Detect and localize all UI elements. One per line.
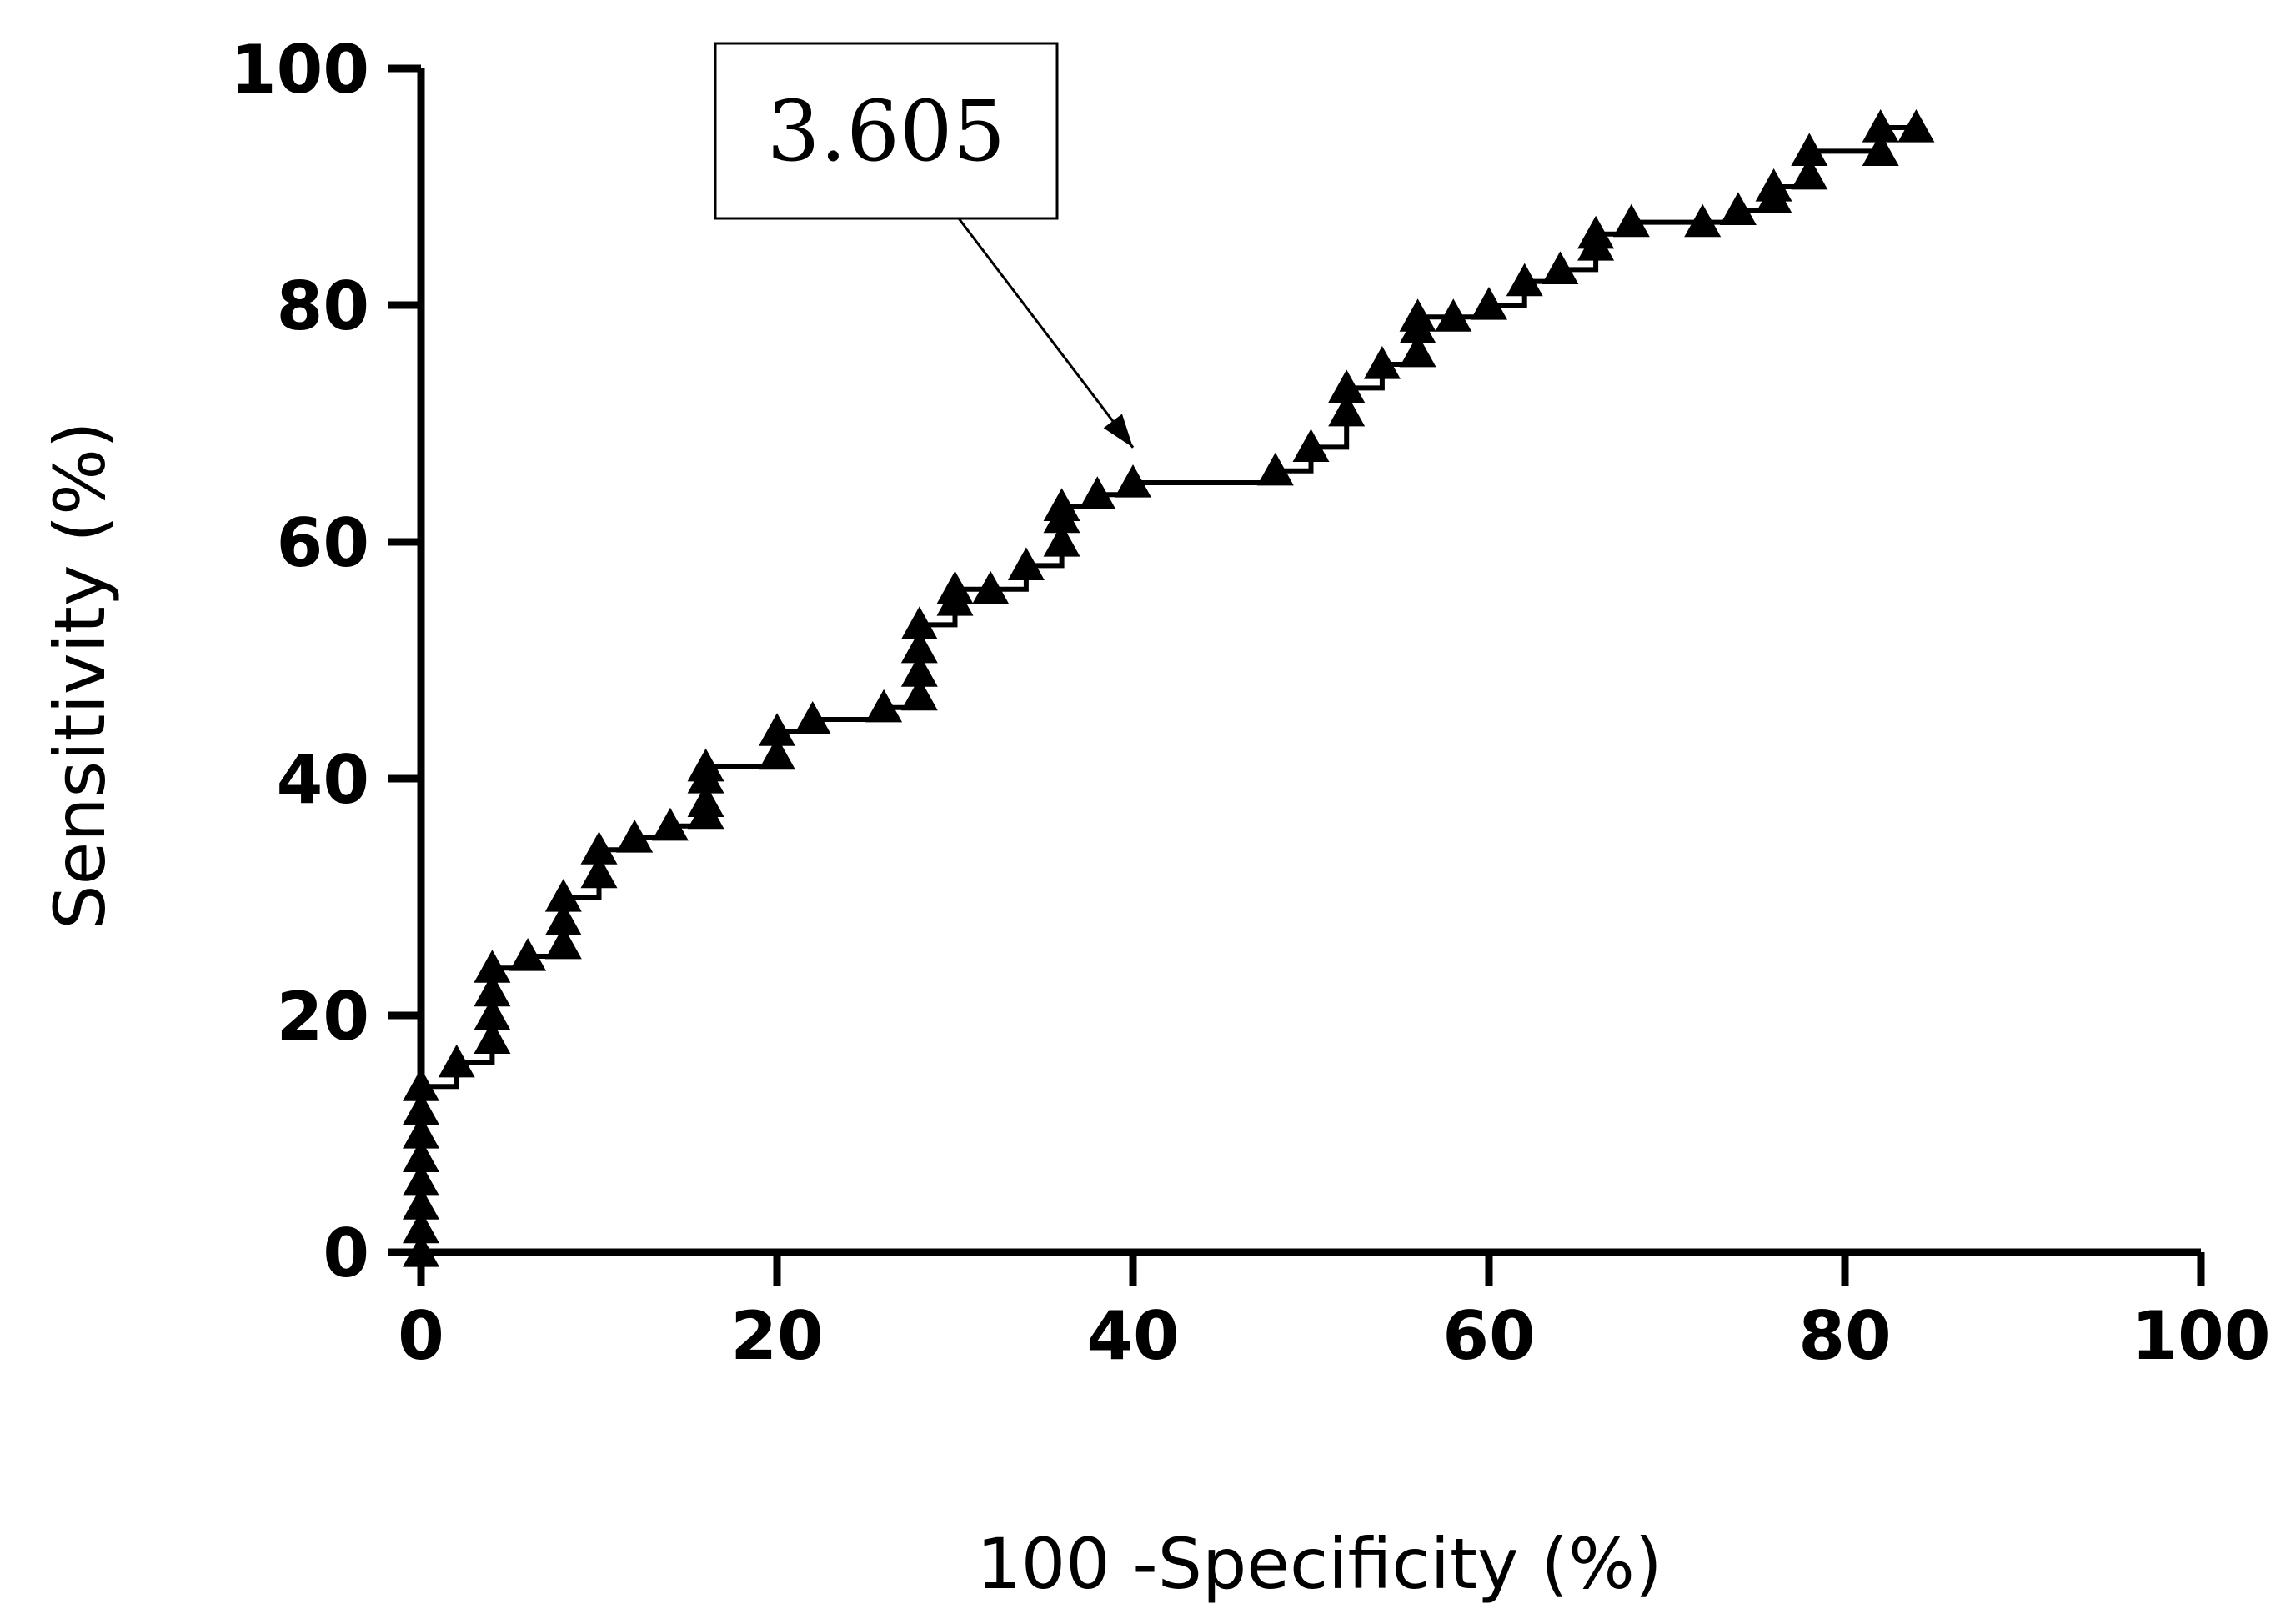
data-point [1328, 369, 1366, 403]
x-tick-label: 20 [730, 1297, 823, 1375]
data-point [474, 950, 511, 983]
axes [417, 68, 2201, 1256]
data-point [1684, 203, 1722, 238]
data-point [1897, 109, 1935, 143]
data-point [865, 689, 903, 723]
data-point [651, 807, 689, 841]
data-point [1043, 524, 1080, 557]
x-tick-label: 80 [1798, 1297, 1891, 1375]
data-point [1862, 109, 1899, 143]
data-point [403, 1139, 439, 1172]
data-point [403, 1068, 439, 1101]
y-tick-label: 60 [277, 504, 369, 582]
data-point [474, 997, 511, 1030]
data-point [1328, 393, 1366, 427]
data-point [1256, 452, 1294, 486]
data-point [1862, 133, 1899, 166]
y-tick-label: 100 [230, 31, 369, 108]
data-point [972, 570, 1010, 604]
data-point [900, 606, 938, 639]
data-point [403, 1210, 439, 1244]
data-point [438, 1044, 475, 1078]
data-point [1399, 298, 1436, 332]
data-point [1471, 287, 1507, 320]
data-point [544, 925, 582, 960]
data-point [900, 677, 938, 711]
data-point [544, 879, 582, 912]
data-point [509, 938, 547, 971]
data-point [1755, 168, 1792, 202]
data-point [403, 1234, 439, 1267]
data-point [1007, 547, 1045, 580]
series-line [419, 125, 1917, 1252]
data-point [1542, 251, 1579, 284]
data-point [687, 784, 724, 817]
ticks: 0 20 40 60 80 100 0 20 40 60 80 100 [230, 31, 2271, 1375]
x-tick-label: 0 [398, 1297, 444, 1375]
data-point [1506, 263, 1543, 297]
data-point [616, 820, 654, 853]
y-tick-label: 40 [277, 741, 369, 819]
data-point [403, 1115, 439, 1149]
data-point [759, 736, 795, 770]
annotation-arrow [957, 218, 1135, 449]
annotation-arrowhead [1103, 414, 1133, 448]
data-point [1399, 333, 1436, 368]
data-point [1292, 429, 1330, 462]
data-point [1079, 476, 1116, 509]
data-point [403, 1091, 439, 1125]
x-tick-label: 60 [1442, 1297, 1535, 1375]
data-point [1791, 156, 1828, 190]
data-point [794, 701, 831, 734]
data-point [403, 1162, 439, 1196]
annotation-label: 3.605 [767, 83, 1005, 180]
data-point [544, 902, 582, 935]
y-tick-label: 80 [277, 268, 369, 345]
x-tick-label: 100 [2132, 1297, 2271, 1375]
data-point [403, 1186, 439, 1220]
x-tick-label: 40 [1086, 1297, 1179, 1375]
data-point [900, 629, 938, 664]
annotation: 3.605 [714, 42, 1135, 449]
data-point [1115, 464, 1151, 498]
y-axis-label: Sensitivity (%) [39, 421, 121, 929]
data-point [687, 748, 724, 782]
data-point [474, 1020, 511, 1054]
data-point [759, 713, 795, 746]
series-layer [403, 109, 1935, 1267]
data-point [1791, 133, 1828, 166]
data-point [1719, 192, 1757, 225]
data-point [1363, 346, 1401, 379]
y-tick-label: 0 [323, 1215, 369, 1292]
data-point [936, 570, 974, 604]
data-point [1577, 215, 1615, 249]
data-point [474, 973, 511, 1007]
data-point [1612, 203, 1650, 238]
data-point [1043, 488, 1080, 521]
annotation-box [714, 42, 1059, 220]
data-point [580, 855, 618, 889]
data-point [580, 831, 618, 865]
data-point [900, 654, 938, 687]
data-point [1435, 298, 1472, 332]
y-tick-label: 20 [277, 978, 369, 1055]
x-axis-label: 100 -Specificity (%) [976, 1523, 1662, 1605]
